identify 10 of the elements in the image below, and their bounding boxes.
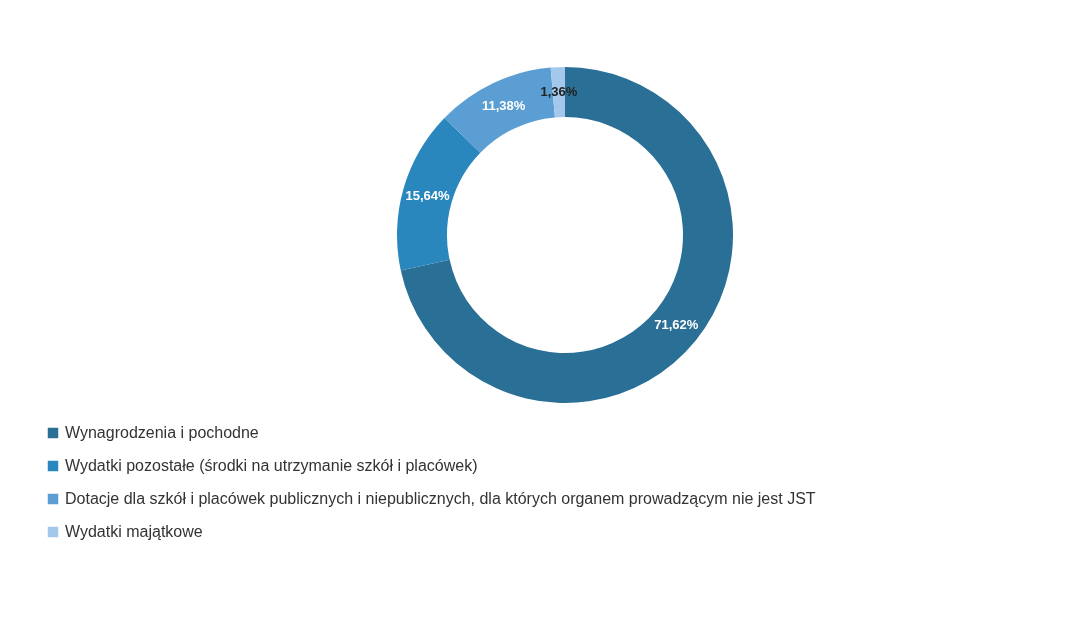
donut-slice xyxy=(400,67,733,403)
legend-label: Wydatki pozostałe (środki na utrzymanie szkół i placówek) xyxy=(65,457,478,474)
donut-slice xyxy=(397,118,481,271)
legend-label: Dotacje dla szkół i placówek publicznych i niepublicznych, dla których organem prowadzącym nie jest JST xyxy=(65,490,816,507)
data-label: 1,36% xyxy=(540,84,578,100)
data-label: 15,64% xyxy=(405,187,451,203)
legend-label: Wynagrodzenia i pochodne xyxy=(65,424,259,441)
data-label: 71,62% xyxy=(654,316,699,332)
data-label: 11,38% xyxy=(482,97,526,113)
legend-label: Wydatki majątkowe xyxy=(65,523,203,540)
